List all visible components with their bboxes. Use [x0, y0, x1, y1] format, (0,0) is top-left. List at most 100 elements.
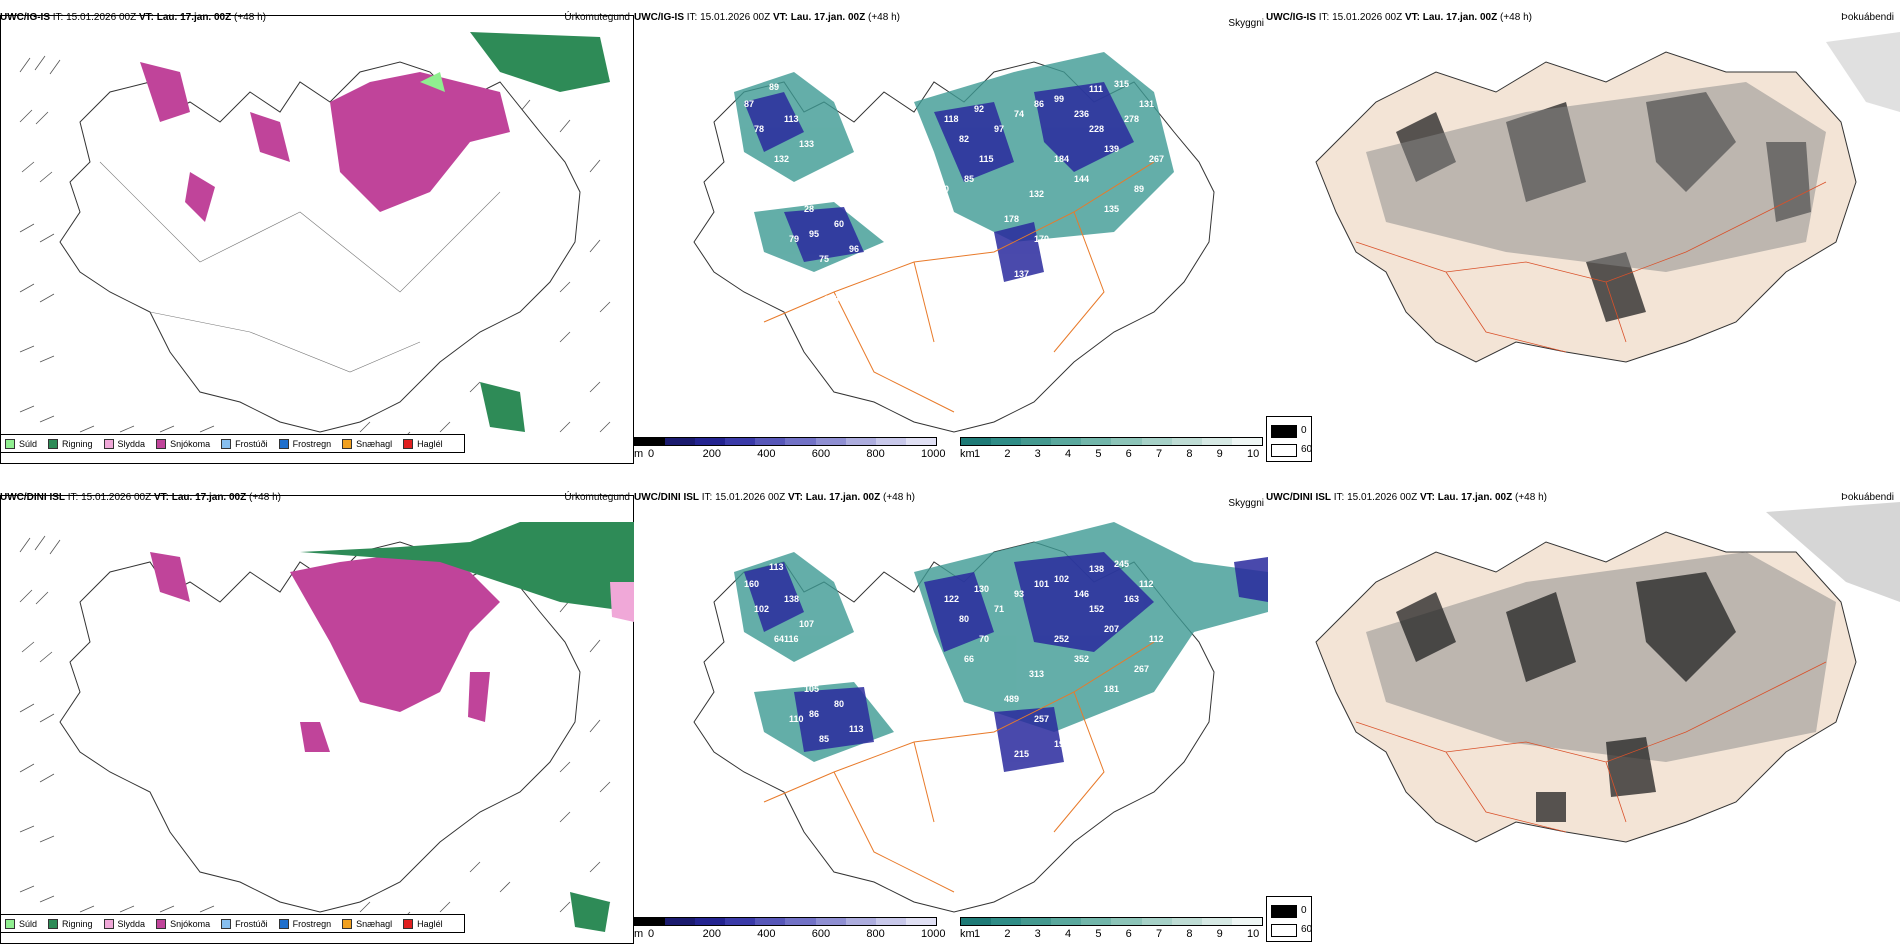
colorbar-tick-label: 8 [1186, 928, 1193, 940]
legend-item: Haglél [403, 918, 443, 929]
cloud-base-value-label: 102 [1054, 574, 1069, 584]
fog-low-swatch [1271, 924, 1297, 937]
fog-mid-areas-top [1366, 82, 1826, 272]
roads-fog-bottom [1355, 661, 1827, 833]
snow-areas-top [140, 62, 510, 222]
legend-swatch [221, 438, 232, 449]
cloud-base-colorbar-top [634, 437, 937, 446]
legend-swatch [278, 918, 289, 929]
cloud-base-value-label: 120 [934, 184, 949, 194]
cloud-base-value-label: 278 [1124, 114, 1139, 124]
colorbar-segment [1171, 438, 1202, 445]
cloud-base-value-label: 112 [1139, 579, 1154, 589]
legend-swatch [403, 918, 414, 929]
colorbar-tick-label: 2 [1004, 928, 1011, 940]
legend-item: Frostregn [278, 918, 332, 929]
cloud-base-colorbar-bottom [634, 917, 937, 926]
fog-dark-areas-bottom [1396, 572, 1736, 822]
legend-swatch [5, 438, 15, 449]
colorbar-segment [1051, 438, 1082, 445]
cloud-base-value-label: 163 [1124, 594, 1139, 604]
cloud-base-value-label: 152 [1089, 604, 1104, 614]
colorbar-segment [961, 918, 992, 925]
cloud-title-bottom: UWC/DINI ISL IT: 15.01.2026 00Z VT: Lau.… [634, 492, 915, 503]
roads-cloud-bottom [763, 641, 1155, 893]
cloud-base-value-label: 102 [754, 604, 769, 614]
visibility-colorbar-bottom [960, 917, 1263, 926]
colorbar-segment [635, 918, 666, 925]
cloud-base-value-label: 178 [1004, 214, 1019, 224]
cloud-base-value-label: 128 [874, 684, 889, 694]
vt-label: VT: Lau. 17.jan. 00Z [1404, 12, 1498, 23]
colorbar-tick-label: 1000 [921, 448, 946, 460]
legend-label: Haglél [417, 438, 443, 449]
model-label: UWC/DINI ISL [1266, 492, 1331, 503]
fog-high-label: 0 [1301, 425, 1307, 436]
colorbar-segment [845, 918, 876, 925]
legend-item: Snæhagl [342, 918, 392, 929]
vt-label: VT: Lau. 17.jan. 00Z [153, 492, 247, 503]
roads-fog-top [1355, 181, 1827, 353]
fog-panel-top: UWC/IG-IS IT: 15.01.2026 00Z VT: Lau. 17… [1266, 12, 1900, 464]
vt-label: VT: Lau. 17.jan. 00Z [787, 492, 881, 503]
legend-item: Rigning [48, 918, 93, 929]
colorbar-segment [905, 438, 936, 445]
cloud-base-value-label: 82 [959, 134, 969, 144]
colorbar-segment [1051, 918, 1082, 925]
colorbar-segment [845, 438, 876, 445]
legend-swatch [156, 438, 167, 449]
colorbar-tick-label: 1 [974, 928, 981, 940]
legend-item: Snjókoma [156, 438, 210, 449]
colorbar-segment [1081, 918, 1112, 925]
cloud-base-value-label: 132 [1029, 189, 1044, 199]
colorbar-tick-label: 400 [757, 448, 776, 460]
rain-areas-bottom [300, 522, 634, 932]
colorbar-segment [875, 438, 906, 445]
cloud-base-value-label: 79 [764, 674, 774, 684]
cloud-base-value-label: 105 [764, 194, 779, 204]
legend-label: Súld [19, 438, 38, 449]
legend-label: Súld [19, 918, 38, 929]
cloud-base-value-label: 93 [1014, 589, 1024, 599]
cloud-base-value-label: 85 [964, 174, 974, 184]
cloud-base-value-label: 267 [1134, 664, 1149, 674]
cloud-base-value-label: 59 [934, 664, 944, 674]
colorbar-segment [785, 918, 816, 925]
cloud-base-value-label: 139 [1104, 144, 1119, 154]
cloud-base-value-label: 215 [1014, 749, 1029, 759]
colorbar-segment [1081, 438, 1112, 445]
cloud-panel-top: 87 89 78 113 133 132 111 105 28 79 95 60 96 75 118 82 92… [634, 12, 1268, 464]
colorbar-segment [815, 918, 846, 925]
cloud-base-value-label: 96 [849, 244, 859, 254]
legend-swatch [342, 438, 353, 449]
cloud-base-value-label: 133 [799, 139, 814, 149]
legend-swatch [48, 438, 59, 449]
legend-label: Frostúði [235, 918, 268, 929]
snow-areas-bottom [150, 552, 500, 752]
cloud-base-value-label: 70 [979, 634, 989, 644]
colorbar-segment [1021, 918, 1052, 925]
precip-title-bottom: UWC/DINI ISL IT: 15.01.2026 00Z VT: Lau.… [0, 492, 281, 503]
legend-swatch [342, 918, 353, 929]
fog-low-label: 60 [1301, 444, 1313, 455]
colorbar-segment [665, 918, 696, 925]
legend-label: Frostregn [292, 918, 332, 929]
cloud-base-value-label: 74 [1014, 109, 1024, 119]
cloud-base-value-label: 207 [1104, 624, 1119, 634]
colorbar-tick-label: 9 [1216, 928, 1223, 940]
cloud-base-value-label: 107 [799, 619, 814, 629]
colorbar-segment [1201, 438, 1232, 445]
colorbar-segment [1111, 918, 1142, 925]
cloud-base-value-label: 105 [804, 684, 819, 694]
cloud-base-value-label: 85 [819, 734, 829, 744]
cloud-base-value-label: 101 [1034, 579, 1049, 589]
legend-item: Frostregn [278, 438, 331, 449]
offshore-fog-top [1826, 32, 1900, 112]
legend-label: Snæhagl [356, 438, 393, 449]
cloud-base-value-label: 131 [894, 664, 909, 674]
fog-panel-bottom: UWC/DINI ISL IT: 15.01.2026 00Z VT: Lau.… [1266, 492, 1900, 944]
colorbar-segment [1141, 438, 1172, 445]
it-label: IT: 15.01.2026 00Z [52, 12, 137, 23]
precip-title-top: UWC/IG-IS IT: 15.01.2026 00Z VT: Lau. 17… [0, 12, 266, 23]
offshore-fog-bottom [1766, 502, 1900, 602]
